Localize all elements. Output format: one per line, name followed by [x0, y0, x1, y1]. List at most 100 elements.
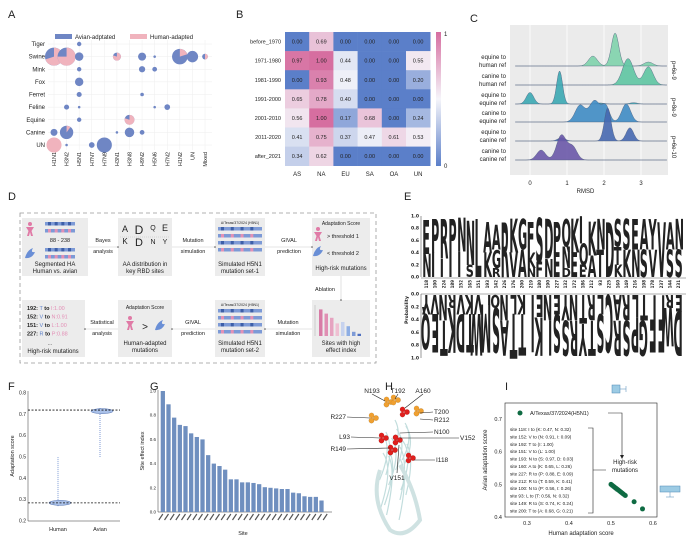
panel-label: A [8, 9, 16, 21]
logo-letter: K [570, 210, 579, 264]
human-wedge [57, 47, 76, 66]
site-label: 237 [659, 280, 664, 289]
logo-letter: D [605, 207, 614, 295]
heatmap-cell [357, 108, 383, 128]
bubble-Swine-H1N2 [172, 48, 188, 65]
x-axis-label: Site [238, 531, 247, 537]
site-tick-label [266, 513, 271, 521]
site-label: 178 [650, 280, 655, 289]
logo-letter: L [597, 288, 604, 319]
mutation-part: P:0.88 [52, 332, 68, 338]
heatmap-cell [309, 51, 334, 71]
mutation-label: site 152: V to (N: 0.91, I: 0.09) [510, 434, 572, 439]
site-tick-label [209, 513, 215, 521]
effect-bar [346, 326, 350, 336]
ridge-label: canine to [482, 111, 507, 117]
logo-letter: T [518, 300, 526, 367]
residue-atoms [405, 457, 412, 464]
x-tick-label: 0.3 [523, 521, 531, 527]
logo-letter: P [431, 210, 439, 264]
site-label: 176 [511, 280, 516, 289]
bubble-Swine-H3N1 [112, 52, 121, 61]
site-label: 144 [667, 280, 672, 289]
site-label: 227 [554, 280, 559, 289]
ridge-label: human ref [479, 63, 506, 69]
row-label: Swine [29, 55, 46, 61]
sequence-row [45, 229, 75, 233]
bubble [65, 143, 68, 147]
heatmap-cell [381, 89, 407, 109]
bar [262, 487, 267, 512]
residue-atoms [387, 444, 394, 451]
arrow-label: prediction [181, 331, 205, 337]
bar [274, 488, 279, 512]
bird-icon [313, 246, 323, 257]
cell-value: 0.47 [364, 135, 375, 141]
bar [302, 496, 307, 512]
cell-value: 0.00 [389, 154, 400, 160]
mutation-part: I:1.00 [51, 306, 65, 312]
site-tick-label [175, 513, 181, 521]
bar [160, 391, 165, 512]
residue-atoms [368, 417, 375, 424]
row-label: Ferret [29, 93, 45, 99]
leader-line [371, 393, 386, 402]
site-tick-label [203, 513, 209, 521]
y-tick-label: 0.4 [150, 461, 157, 466]
aa-letter: Q [150, 225, 156, 232]
bar [240, 482, 245, 512]
column-label: H5N1 [77, 152, 83, 166]
logo-letter: Y [579, 313, 588, 365]
y-tick-label: 0.6 [411, 238, 419, 244]
heatmap-cell [285, 70, 310, 90]
logo-letter: A [640, 213, 649, 261]
site-tick-label [277, 513, 283, 521]
box-caption: Simulated H5N1 [218, 262, 262, 268]
arrow-label: Bayes [95, 238, 111, 244]
leader-line [346, 416, 371, 419]
arrow-label: analysis [93, 249, 113, 255]
residue-atoms [383, 401, 390, 408]
y-tick-label: 0.7 [494, 417, 502, 423]
heatmap-cell [381, 32, 407, 52]
logo-letter: R [447, 290, 456, 310]
box-caption: mutation set-2 [221, 348, 260, 354]
workflow-frame [19, 212, 377, 364]
heatmap-cell [309, 89, 334, 109]
cell-value: 0.00 [413, 154, 424, 160]
logo-letter: S [666, 242, 674, 287]
bubble-Swine-H5N1 [74, 52, 84, 61]
cell-value: 1.00 [316, 116, 327, 122]
heatmap-cell [406, 51, 431, 71]
arrow-label: GIVAL [185, 320, 201, 326]
bar [211, 463, 216, 512]
row-label: 1971-1980 [255, 59, 281, 65]
heatmap-cell [333, 127, 358, 147]
heatmap-cell [333, 108, 358, 128]
bubble-Swine-Mixed [202, 53, 208, 60]
threshold-label: < threshold 2 [327, 251, 359, 257]
logo-letter: K [464, 288, 473, 319]
marginal-boxplot-x [611, 384, 621, 394]
panel-label: I [505, 381, 508, 393]
site-tick-label [169, 513, 175, 521]
leader-line [396, 444, 400, 474]
heatmap-cell [309, 127, 334, 147]
heatmap-cell [357, 32, 383, 52]
logo-letter: R [665, 290, 674, 310]
logo-letter: N [499, 286, 508, 326]
aa-letter: N [150, 239, 155, 246]
bubble [140, 92, 144, 97]
column-label: UN [414, 172, 423, 178]
residue-label: R149 [330, 446, 346, 453]
residue-label: T192 [391, 388, 406, 395]
residue-label: N100 [434, 429, 450, 436]
mutation-part: to [45, 315, 51, 321]
arrow-head [620, 455, 624, 459]
logo-letter: E [675, 289, 683, 314]
logo-letter: S [640, 242, 648, 287]
bubble [46, 137, 62, 153]
row-label: after_2021 [255, 154, 281, 160]
annotation-arrow [593, 412, 623, 471]
residue-atoms [392, 447, 398, 453]
